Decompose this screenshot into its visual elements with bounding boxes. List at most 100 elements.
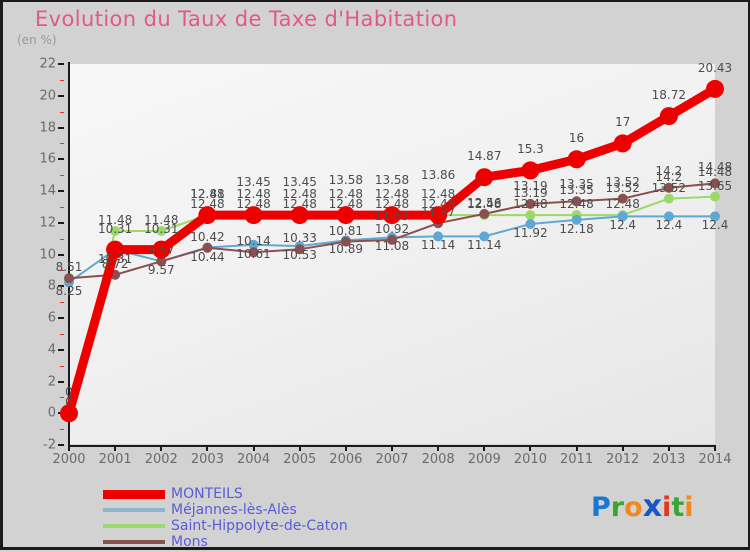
y-axis-label: 10 (39, 247, 56, 262)
data-point (383, 206, 401, 225)
y-axis-minor-tick (60, 238, 64, 240)
data-label: 13.58 (328, 173, 364, 188)
data-label: 13.45 (236, 175, 271, 190)
data-label: 16 (568, 131, 585, 146)
legend-label: Méjannes-lès-Alès (171, 502, 297, 518)
x-axis-label: 2000 (52, 452, 86, 467)
data-label: 13.45 (282, 175, 317, 190)
data-label: 14.2 (655, 163, 683, 178)
x-axis-label: 2012 (606, 452, 640, 467)
legend-item-monteils[interactable]: MONTEILS (103, 486, 348, 502)
logo-letter-x: x (642, 489, 663, 524)
x-axis-tick (160, 445, 163, 451)
x-axis-tick (483, 445, 486, 451)
x-axis-tick (529, 445, 532, 451)
y-axis (68, 62, 70, 446)
data-point (479, 231, 490, 242)
data-label: 0 (65, 395, 73, 410)
logo-letter-t: t (671, 492, 685, 523)
y-axis-label: 12 (39, 215, 56, 231)
y-axis-minor-tick (60, 333, 64, 335)
data-label: 8.25 (55, 284, 83, 299)
x-axis-label: 2006 (329, 452, 363, 467)
x-axis-tick (621, 445, 624, 451)
x-axis-label: 2001 (98, 452, 132, 467)
x-axis-tick (714, 445, 716, 451)
y-axis-label: 8 (47, 278, 56, 294)
data-label: 13.52 (651, 180, 687, 195)
y-axis-minor-tick (60, 270, 64, 272)
y-axis-tick (58, 126, 64, 129)
data-label: 13.35 (559, 177, 594, 191)
page-subtitle: (en %) (17, 33, 57, 47)
y-axis-minor-tick (60, 143, 64, 145)
legend-label: Saint-Hippolyte-de-Caton (171, 518, 348, 534)
y-axis-tick (58, 348, 64, 351)
data-point (710, 211, 720, 222)
y-axis-minor-tick (60, 429, 64, 431)
x-axis-tick (575, 445, 578, 451)
data-label: 10.31 (97, 221, 133, 236)
legend-item-mons[interactable]: Mons (103, 534, 348, 550)
data-label: 13.52 (605, 180, 640, 195)
data-label: 12.4 (701, 218, 729, 233)
data-label: 10.44 (190, 249, 225, 264)
data-label: 8.72 (101, 256, 129, 271)
y-axis-tick (58, 285, 64, 288)
legend-item-saint-hippolyte-de-caton[interactable]: Saint-Hippolyte-de-Caton (103, 518, 348, 534)
data-label: 10.92 (374, 221, 410, 236)
proxiti-logo[interactable]: Proxiti (591, 489, 694, 524)
data-label: 12.4 (609, 218, 637, 233)
data-label: 13.19 (513, 185, 548, 200)
data-label: 12.48 (328, 187, 364, 202)
y-axis-tick (58, 190, 64, 192)
data-point (663, 182, 674, 193)
data-label: 11.08 (374, 239, 410, 254)
data-point (340, 236, 351, 247)
data-point (525, 198, 536, 209)
x-axis-label: 2005 (283, 452, 317, 467)
y-axis-tick (58, 158, 64, 161)
x-axis-tick (391, 445, 393, 451)
y-axis-label: 2 (47, 374, 56, 389)
x-axis-label: 2011 (560, 452, 594, 467)
data-label: 13.19 (513, 179, 548, 194)
data-label: 12.56 (467, 195, 502, 210)
data-point (294, 244, 305, 255)
data-label: 14.87 (467, 149, 502, 164)
data-label: 12.48 (420, 187, 456, 202)
data-label: 14.2 (655, 169, 683, 184)
data-label: 10.14 (236, 234, 271, 249)
data-label: 11.48 (97, 213, 133, 227)
data-label: 10.81 (328, 223, 364, 238)
x-axis-tick (667, 445, 670, 451)
data-point (198, 206, 217, 225)
legend-swatch (103, 540, 165, 544)
data-label: 12.48 (328, 197, 364, 212)
data-label: 11.92 (513, 226, 548, 241)
y-axis-minor-tick (60, 365, 64, 367)
y-axis-label: 18 (39, 120, 56, 135)
x-axis-tick (206, 445, 209, 451)
data-label: 12.48 (513, 197, 548, 212)
x-axis-tick (298, 445, 301, 451)
logo-letter-o: o (624, 492, 643, 523)
legend-swatch (103, 508, 165, 512)
series-monteils (60, 79, 724, 423)
y-axis-tick (58, 380, 64, 383)
data-point (663, 193, 674, 204)
data-point (613, 134, 632, 153)
x-axis-label: 2007 (375, 452, 409, 467)
data-label: 9.57 (147, 243, 175, 258)
data-point (248, 239, 259, 250)
plot-area (69, 64, 715, 444)
data-point (710, 191, 720, 202)
legend-label: MONTEILS (171, 486, 243, 502)
data-label: 10.31 (97, 251, 133, 266)
legend-item-m-jannes-l-s-al-s[interactable]: Méjannes-lès-Alès (103, 502, 348, 518)
data-point (106, 240, 125, 259)
data-label: 13.52 (605, 174, 640, 189)
y-axis-label: 0 (47, 405, 56, 421)
data-label: 18.72 (651, 88, 687, 103)
chart-legend: MONTEILS Méjannes-lès-Alès Saint-Hippolyte… (103, 486, 348, 550)
